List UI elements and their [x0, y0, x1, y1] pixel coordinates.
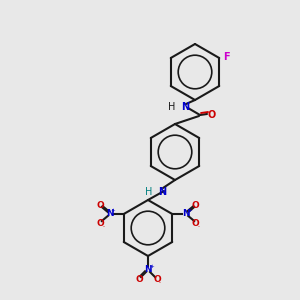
- Text: O: O: [97, 200, 105, 209]
- Text: N: N: [144, 266, 152, 274]
- Text: N: N: [181, 102, 189, 112]
- Text: N: N: [106, 209, 114, 218]
- Text: +: +: [111, 208, 116, 212]
- Text: F: F: [223, 52, 230, 62]
- Text: O: O: [153, 274, 161, 284]
- Text: +: +: [149, 264, 154, 269]
- Text: -: -: [197, 224, 199, 229]
- Text: H: H: [168, 102, 175, 112]
- Text: O: O: [97, 218, 105, 227]
- Text: -: -: [159, 280, 161, 285]
- Text: H: H: [145, 187, 152, 197]
- Text: O: O: [191, 218, 199, 227]
- Text: -: -: [103, 224, 105, 229]
- Text: N: N: [158, 187, 166, 197]
- Text: N: N: [182, 209, 190, 218]
- Text: +: +: [187, 208, 192, 212]
- Text: O: O: [135, 274, 143, 284]
- Text: O: O: [191, 200, 199, 209]
- Text: O: O: [208, 110, 216, 120]
